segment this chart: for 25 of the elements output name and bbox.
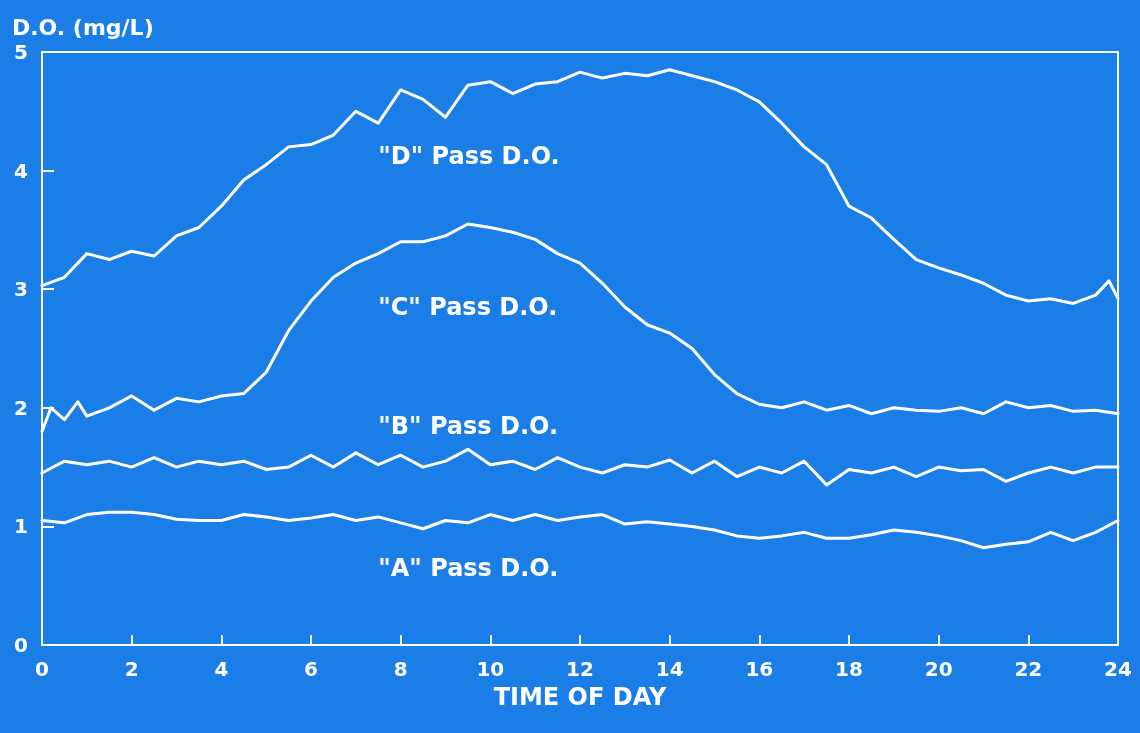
x-axis-title: TIME OF DAY [493, 683, 667, 711]
x-tick-label: 10 [476, 657, 505, 681]
series-label: "D" Pass D.O. [378, 142, 560, 171]
y-tick-label: 3 [14, 277, 28, 302]
x-tick-label: 8 [393, 657, 408, 681]
x-tick-label: 2 [124, 657, 139, 681]
x-tick-label: 6 [304, 657, 318, 681]
x-tick-label: 12 [566, 657, 594, 681]
x-tick-label: 22 [1014, 657, 1043, 681]
y-tick-label: 0 [14, 633, 28, 657]
x-tick-label: 0 [35, 657, 49, 681]
y-tick-label: 4 [14, 158, 28, 183]
series-label: "C" Pass D.O. [378, 292, 558, 321]
y-tick-label: 2 [14, 395, 28, 420]
x-tick-label: 16 [745, 657, 774, 681]
x-tick-label: 14 [655, 657, 684, 681]
x-tick-label: 20 [924, 657, 953, 681]
y-axis-title: D.O. (mg/L) [12, 14, 154, 40]
y-tick-label: 5 [14, 40, 28, 64]
x-tick-label: 24 [1104, 657, 1132, 681]
series-label: "A" Pass D.O. [378, 553, 559, 582]
y-tick-label: 1 [14, 514, 28, 539]
x-tick-label: 4 [214, 657, 229, 681]
series-label: "B" Pass D.O. [378, 411, 559, 440]
x-tick-label: 18 [835, 657, 863, 681]
